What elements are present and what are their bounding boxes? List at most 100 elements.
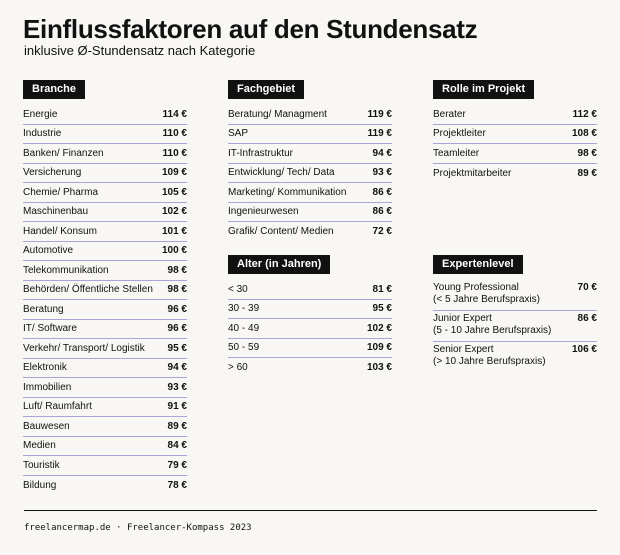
list-item: Beratung 96 € [23,300,187,320]
item-value: 70 € [577,282,597,293]
list-item: Ingenieurwesen 86 € [228,203,392,222]
item-value: 100 € [161,245,187,257]
item-label: Bildung [23,479,57,491]
list-item: Luft/ Raumfahrt 91 € [23,398,187,417]
item-value: 98 € [167,264,187,276]
list-item: Chemie/ Pharma 105 € [23,183,187,203]
item-label: < 30 [228,283,248,295]
item-label: Marketing/ Kommunikation [228,186,347,198]
section-header-rolle: Rolle im Projekt [433,80,535,99]
item-label: Teamleiter [433,147,480,159]
section-expertenlevel: Expertenlevel Young Professional (< 5 Jah… [433,254,597,373]
item-label: Telekommunikation [23,264,109,276]
rolle-list: Berater 112 € Projektleiter 108 € Teamleiter… [433,105,597,183]
item-label: Senior Expert [433,344,494,355]
footer-text: freelancermap.de · Freelancer-Kompass 20… [24,523,252,533]
item-label: 30 - 39 [228,303,260,315]
item-value: 110 € [162,147,187,159]
item-value: 108 € [571,128,597,140]
item-label: Banken/ Finanzen [23,147,104,159]
page-title: Einflussfaktoren auf den Stundensatz [23,14,478,44]
item-value: 105 € [161,186,187,198]
item-label: Beratung [23,303,64,315]
item-sublabel: (< 5 Jahre Berufspraxis) [433,294,540,305]
item-value: 94 € [167,362,187,374]
list-item: > 60 103 € [228,358,392,378]
item-value: 109 € [161,167,187,179]
section-header-fachgebiet: Fachgebiet [228,80,305,99]
section-rolle: Rolle im Projekt Berater 112 € Projektleit… [433,79,597,183]
item-value: 81 € [372,283,392,295]
item-value: 98 € [577,147,597,159]
item-label: Behörden/ Öffentliche Stellen [23,284,153,296]
item-value: 95 € [167,342,187,354]
list-item: Projektmitarbeiter 89 € [433,164,597,184]
list-item: Banken/ Finanzen 110 € [23,144,187,164]
list-item: Touristik 79 € [23,456,187,476]
item-value: 78 € [167,479,187,491]
list-item: Automotive 100 € [23,242,187,261]
list-item: Grafik/ Content/ Medien 72 € [228,222,392,242]
list-item: Versicherung 109 € [23,164,187,183]
list-item: Verkehr/ Transport/ Logistik 95 € [23,339,187,359]
list-item: 40 - 49 102 € [228,319,392,339]
list-item: < 30 81 € [228,280,392,300]
list-item: Handel/ Konsum 101 € [23,222,187,242]
item-value: 112 € [572,108,597,120]
item-label: Elektronik [23,362,67,374]
item-value: 86 € [372,206,392,218]
item-value: 101 € [161,225,187,237]
list-item: Berater 112 € [433,105,597,125]
item-value: 84 € [167,440,187,452]
item-label: Berater [433,108,466,120]
list-item: Behörden/ Öffentliche Stellen 98 € [23,281,187,300]
list-item: 50 - 59 109 € [228,339,392,358]
section-alter: Alter (in Jahren) < 30 81 € 30 - 39 95 € 40 … [228,254,392,378]
list-item: SAP 119 € [228,125,392,144]
item-label: Versicherung [23,167,82,179]
item-label: Projektmitarbeiter [433,167,512,179]
item-value: 110 € [162,128,187,140]
item-label: Touristik [23,459,60,471]
item-label: Ingenieurwesen [228,206,299,218]
item-label: 50 - 59 [228,342,260,354]
item-label: Maschinenbau [23,206,89,218]
list-item: Medien 84 € [23,437,187,456]
item-value: 102 € [366,322,392,334]
item-sublabel: (> 10 Jahre Berufspraxis) [433,356,546,367]
item-label-group: Junior Expert (5 - 10 Jahre Berufspraxis) [433,313,551,337]
list-item: Bauwesen 89 € [23,417,187,437]
item-label: SAP [228,128,249,140]
item-label: Projektleiter [433,128,486,140]
branche-list: Energie 114 € Industrie 110 € Banken/ Finanz… [23,105,187,495]
item-value: 72 € [372,226,392,238]
item-label: Beratung/ Managment [228,108,327,120]
item-label: Industrie [23,128,62,140]
item-value: 96 € [167,323,187,335]
item-value: 89 € [167,420,187,432]
item-label: Immobilien [23,381,72,393]
section-fachgebiet: Fachgebiet Beratung/ Managment 119 € SAP 11… [228,79,392,242]
item-value: 86 € [372,186,392,198]
item-label: IT-Infrastruktur [228,147,294,159]
item-value: 102 € [161,206,187,218]
list-item: Telekommunikation 98 € [23,261,187,281]
item-value: 96 € [167,303,187,315]
fachgebiet-list: Beratung/ Managment 119 € SAP 119 € IT-Infra… [228,105,392,242]
item-label: 40 - 49 [228,322,260,334]
list-item: 30 - 39 95 € [228,300,392,319]
list-item: Junior Expert (5 - 10 Jahre Berufspraxis)… [433,311,597,342]
item-label: Young Professional [433,282,519,293]
expertenlevel-list: Young Professional (< 5 Jahre Berufspraxi… [433,280,597,373]
list-item: Young Professional (< 5 Jahre Berufspraxi… [433,280,597,311]
list-item: Senior Expert (> 10 Jahre Berufspraxis) 10… [433,342,597,373]
list-item: IT/ Software 96 € [23,320,187,339]
alter-list: < 30 81 € 30 - 39 95 € 40 - 49 102 € 50 - 59 10… [228,280,392,378]
item-label: Junior Expert [433,313,492,324]
list-item: Beratung/ Managment 119 € [228,105,392,125]
item-value: 93 € [372,167,392,179]
item-value: 119 € [367,108,392,120]
item-label: Verkehr/ Transport/ Logistik [23,342,145,354]
item-label: Automotive [23,245,74,257]
item-label: Grafik/ Content/ Medien [228,226,334,238]
